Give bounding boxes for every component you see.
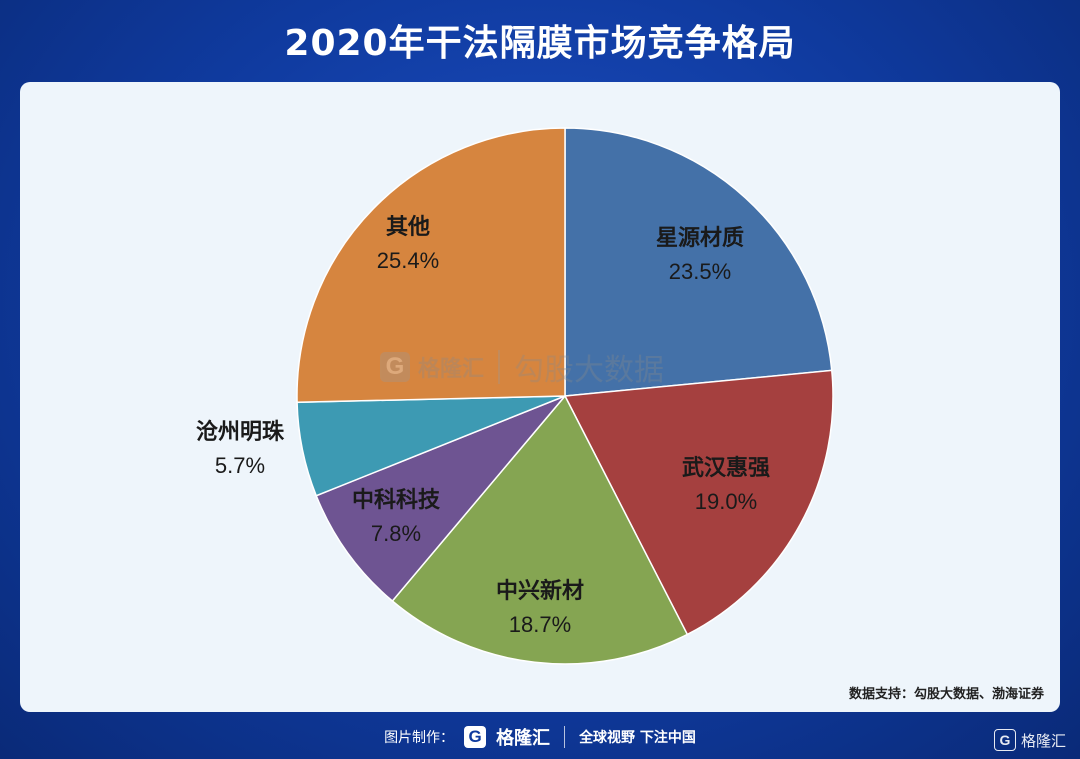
slice-label: 武汉惠强 <box>682 455 770 481</box>
watermark-brand: 格隆汇 <box>418 357 485 382</box>
slice-value-label: 23.5% <box>669 259 731 284</box>
pie-chart: 星源材质 23.5% 武汉惠强 19.0% 中兴新材 18.7% 中科科技 7.8% 沧州明珠 5… <box>196 127 834 665</box>
source-note: 数据支持：勾股大数据、渤海证券 <box>848 687 1044 702</box>
pie-slice <box>564 127 833 397</box>
slice-value-label: 25.4% <box>377 248 439 273</box>
slice-value-label: 18.7% <box>509 612 571 637</box>
gelonghui-logo-icon: G <box>464 726 487 748</box>
corner-brand: 格隆汇 <box>1020 731 1066 750</box>
slice-label: 中科科技 <box>352 487 441 513</box>
watermark-logo-icon: G <box>380 352 410 382</box>
slice-label: 星源材质 <box>656 225 744 251</box>
slice-value-label: 19.0% <box>695 489 757 514</box>
footer-divider <box>564 726 566 748</box>
footer: 图片制作： G 格隆汇 全球视野 下注中国 <box>0 722 1080 752</box>
slice-label: 其他 <box>386 214 430 240</box>
slice-label: 中兴新材 <box>496 578 584 604</box>
watermark-divider <box>498 350 501 384</box>
footer-label: 图片制作： <box>384 730 455 746</box>
pie-slice <box>296 127 566 404</box>
page-title: 2020年干法隔膜市场竞争格局 <box>284 23 796 64</box>
pie-slice <box>315 395 566 603</box>
pie-slice <box>563 369 834 636</box>
slice-label: 沧州明珠 <box>196 419 285 445</box>
slice-value-label: 5.7% <box>215 453 265 478</box>
pie-slice <box>391 394 689 665</box>
chart-panel: 星源材质 23.5% 武汉惠强 19.0% 中兴新材 18.7% 中科科技 7.8% 沧州明珠 5… <box>20 82 1060 712</box>
footer-slogan: 全球视野 下注中国 <box>579 730 696 746</box>
watermark-text: 勾股大数据 <box>514 353 665 388</box>
corner-logo-icon: G <box>993 729 1016 751</box>
corner-logo: G 格隆汇 <box>993 729 1066 751</box>
watermark: G 格隆汇 勾股大数据 <box>380 345 664 389</box>
slice-value-label: 7.8% <box>371 521 421 546</box>
footer-brand: 格隆汇 <box>496 728 551 749</box>
